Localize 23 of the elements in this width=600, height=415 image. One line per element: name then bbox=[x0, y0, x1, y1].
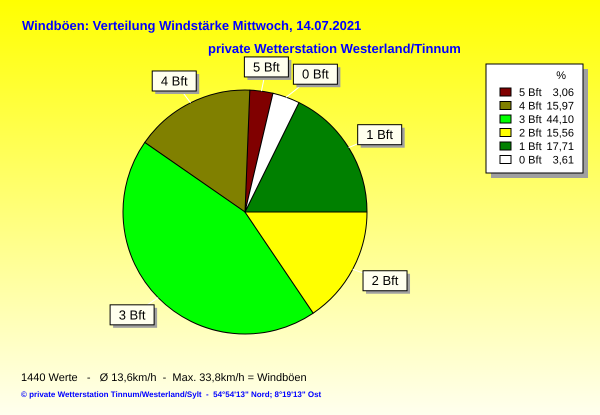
legend-label: 4 Bft bbox=[519, 100, 542, 112]
legend-label: 2 Bft bbox=[519, 128, 542, 140]
legend-label: 5 Bft bbox=[519, 87, 542, 99]
slice-label: 4 Bft bbox=[160, 73, 188, 88]
slice-label: 0 Bft bbox=[302, 66, 330, 82]
data-label: 15,97 bbox=[546, 100, 574, 112]
chart-title: Windböen: Verteilung Windstärke Mittwoch, 14.07.2021 bbox=[22, 18, 362, 33]
data-label: 3,61 bbox=[552, 154, 574, 166]
legend-label: 3 Bft bbox=[519, 114, 542, 126]
text: 1440 Werte - Ø 13,6km/h - Max. 33,8km/h = Windböen bbox=[21, 372, 307, 384]
data-label: 15,56 bbox=[546, 128, 574, 140]
slice-label: 2 Bft bbox=[372, 273, 399, 288]
chart-subtitle: private Wetterstation Westerland/Tinnum bbox=[208, 41, 461, 56]
data-label: 44,10 bbox=[546, 114, 574, 126]
slice-label: 3 Bft bbox=[118, 307, 146, 322]
legend-title: % bbox=[556, 70, 566, 82]
slice-label: 5 Bft bbox=[253, 59, 280, 74]
text: © private Wetterstation Tinnum/Westerland/Sylt - 54°54'13" Nord; 8°19'13" Ost bbox=[21, 390, 322, 399]
legend-label: 0 Bft bbox=[519, 154, 542, 166]
legend-label: 1 Bft bbox=[519, 141, 542, 153]
slice-label: 1 Bft bbox=[366, 127, 394, 142]
data-label: 17,71 bbox=[546, 141, 574, 153]
data-label: 3,06 bbox=[552, 87, 574, 99]
